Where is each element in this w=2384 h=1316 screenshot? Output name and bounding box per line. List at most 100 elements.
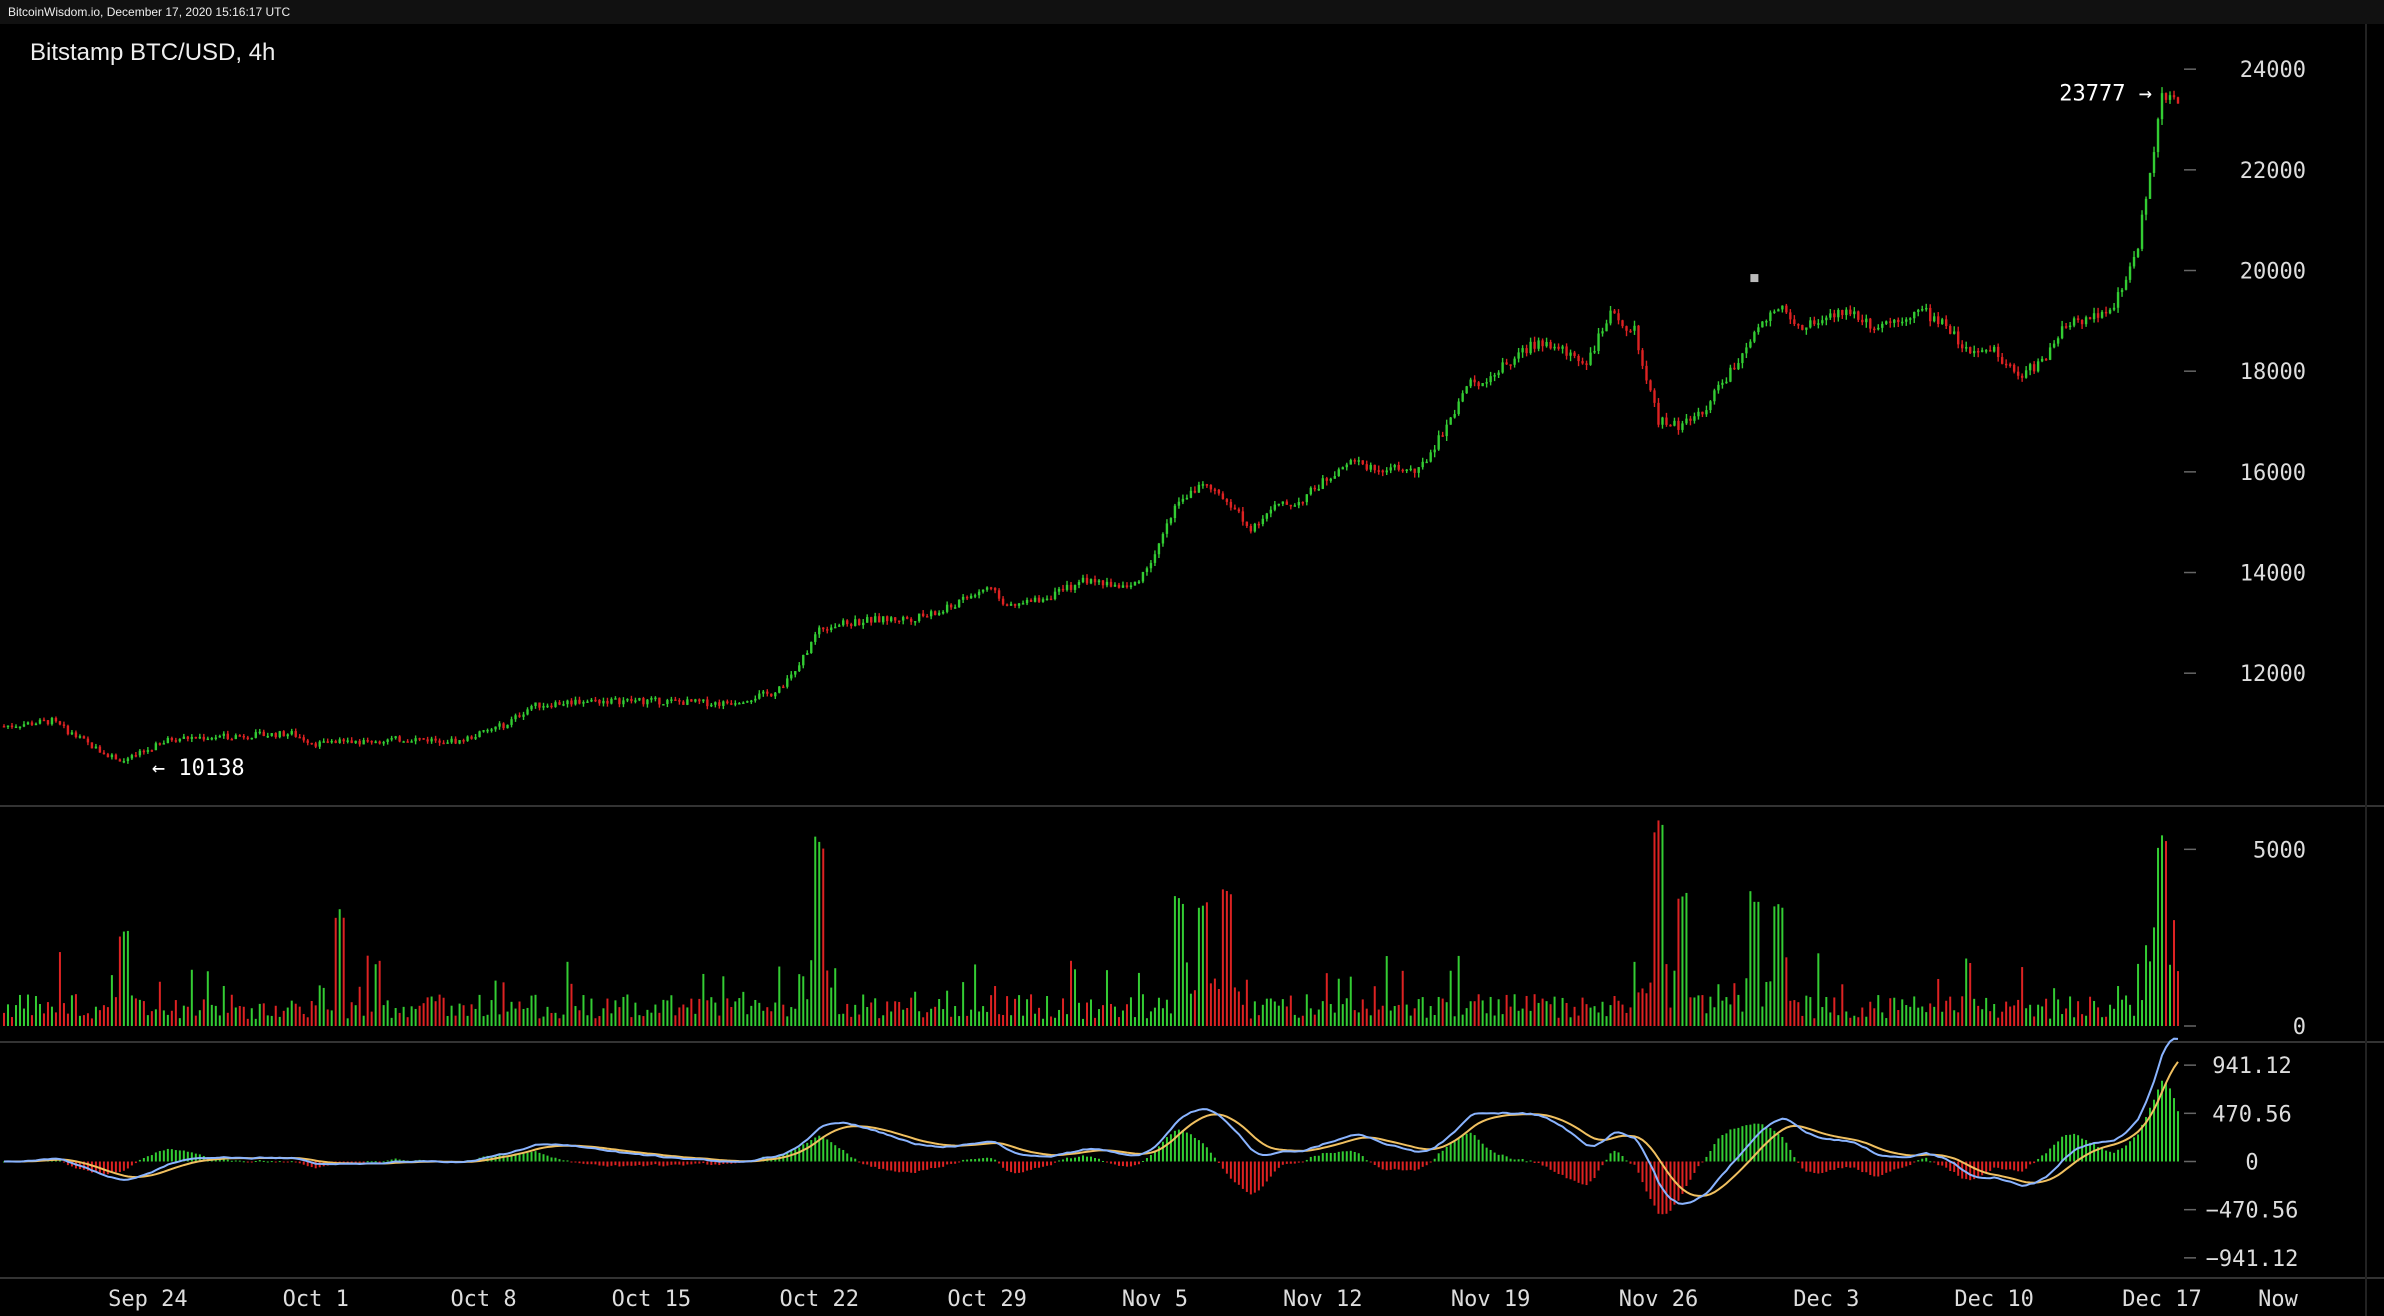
- macd-histogram-bar: [1002, 1161, 1005, 1168]
- volume-bar: [978, 1011, 981, 1026]
- volume-bar: [1605, 1016, 1608, 1026]
- candle: [1545, 337, 1548, 348]
- macd-histogram-bar: [2169, 1088, 2172, 1162]
- volume-bar: [1385, 956, 1388, 1026]
- btc-chart[interactable]: Bitstamp BTC/USD, 4h 1200014000160001800…: [0, 24, 2384, 1316]
- macd-histogram-bar: [542, 1154, 545, 1162]
- volume-bar: [618, 1007, 621, 1026]
- time-tick-label: Nov 12: [1283, 1287, 1362, 1312]
- candle: [1261, 515, 1265, 527]
- volume-bar: [1109, 1003, 1112, 1026]
- candle: [1345, 462, 1348, 471]
- volume-bar: [870, 1002, 873, 1026]
- volume-bar: [650, 1012, 653, 1026]
- candle: [730, 700, 733, 706]
- candle: [2100, 310, 2104, 319]
- candle: [1968, 346, 1972, 355]
- chart-frame[interactable]: Bitstamp BTC/USD, 4h 12000 14000 16000 1800…: [0, 24, 2384, 1316]
- volume-bar: [1649, 982, 1652, 1026]
- candle: [178, 738, 182, 743]
- candle: [965, 595, 969, 601]
- volume-bar: [1533, 994, 1536, 1026]
- macd-histogram-bar: [1653, 1161, 1656, 1206]
- macd-histogram-bar: [1050, 1161, 1053, 1166]
- macd-histogram-bar: [1513, 1159, 1516, 1162]
- macd-histogram-bar: [1581, 1161, 1584, 1185]
- volume-bar: [806, 999, 809, 1026]
- volume-bar: [586, 1015, 589, 1026]
- macd-histogram-bar: [1913, 1161, 1916, 1163]
- candle: [1921, 305, 1924, 312]
- candle: [1333, 471, 1336, 479]
- macd-histogram-bar: [1433, 1158, 1436, 1162]
- candle: [1117, 582, 1121, 589]
- volume-bar: [374, 964, 377, 1026]
- macd-histogram-bar: [690, 1161, 693, 1165]
- candle: [174, 737, 178, 743]
- volume-bar: [102, 1005, 105, 1026]
- macd-histogram-bar: [1905, 1161, 1908, 1167]
- candle: [1701, 411, 1704, 418]
- macd-histogram-bar: [2097, 1147, 2100, 1162]
- macd-histogram-bar: [2105, 1150, 2108, 1162]
- volume-bar: [1529, 1010, 1532, 1026]
- candle: [1093, 575, 1097, 586]
- candle: [294, 728, 297, 738]
- volume-bar: [1593, 1006, 1596, 1026]
- candle: [2048, 342, 2052, 361]
- volume-bar: [98, 1010, 101, 1026]
- volume-bar: [690, 998, 693, 1026]
- candle: [602, 697, 605, 707]
- time-tick-label: Dec 3: [1793, 1287, 1859, 1312]
- candle: [682, 700, 685, 705]
- candle: [278, 730, 281, 739]
- volume-bar: [1445, 1002, 1448, 1026]
- candle: [270, 733, 273, 737]
- macd-histogram-bar: [2165, 1082, 2168, 1162]
- candle: [1669, 424, 1672, 427]
- volume-bar: [446, 1015, 449, 1026]
- volume-bar: [1757, 901, 1760, 1026]
- candle: [1577, 354, 1580, 367]
- candle: [1201, 481, 1205, 489]
- candle: [1513, 356, 1516, 368]
- candle: [74, 730, 78, 739]
- macd-histogram-bar: [1685, 1161, 1688, 1186]
- macd-histogram-bar: [646, 1161, 649, 1166]
- macd-histogram-bar: [582, 1161, 585, 1164]
- candle: [1757, 323, 1760, 335]
- candle: [2032, 361, 2036, 374]
- candle: [854, 615, 857, 627]
- volume-bar: [1481, 1000, 1484, 1026]
- macd-histogram-bar: [1078, 1156, 1081, 1162]
- volume-bar: [1457, 955, 1460, 1026]
- volume-bar: [590, 998, 593, 1026]
- volume-bar: [974, 964, 977, 1026]
- volume-bar: [290, 1000, 293, 1026]
- volume-bar: [930, 1008, 933, 1026]
- macd-histogram-bar: [586, 1161, 589, 1165]
- candle: [486, 728, 489, 734]
- macd-histogram-bar: [650, 1161, 653, 1165]
- macd-histogram-bar: [1621, 1156, 1624, 1162]
- volume-bar: [546, 1006, 549, 1026]
- volume-bar: [2025, 1008, 2028, 1026]
- macd-histogram-bar: [1601, 1161, 1604, 1166]
- volume-bar: [210, 1004, 213, 1026]
- volume-bar: [550, 1012, 553, 1026]
- candle: [1621, 319, 1624, 329]
- volume-bar: [454, 1015, 457, 1026]
- candle: [406, 739, 409, 743]
- macd-histogram-bar: [1493, 1152, 1496, 1162]
- macd-histogram-bar: [102, 1161, 105, 1174]
- candle: [1441, 431, 1444, 437]
- volume-bar: [570, 983, 573, 1026]
- candle: [1953, 326, 1956, 335]
- macd-histogram-bar: [714, 1161, 717, 1165]
- macd-histogram-bar: [1365, 1160, 1368, 1162]
- candle: [1833, 309, 1836, 323]
- volume-bar: [1569, 1017, 1572, 1026]
- macd-histogram-bar: [2085, 1140, 2088, 1162]
- volume-bar: [1565, 1002, 1568, 1026]
- candle: [929, 609, 933, 620]
